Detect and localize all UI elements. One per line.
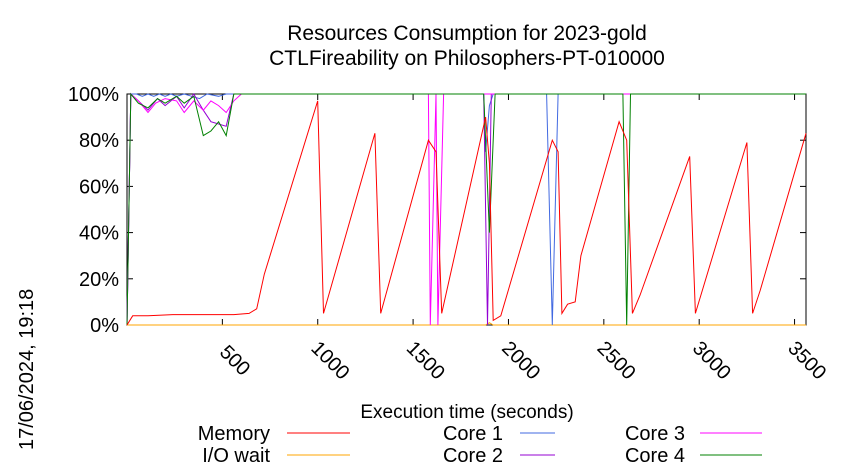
legend-label: Core 2 <box>443 445 503 467</box>
x-tick-label: 2000 <box>497 337 544 384</box>
x-tick-label: 3500 <box>783 337 830 384</box>
x-axis: 500 1000 1500 2000 2500 3000 3500 <box>215 94 830 384</box>
series-line-core-2 <box>126 92 806 326</box>
legend-label: I/O wait <box>202 445 270 467</box>
x-tick-label: 3000 <box>688 337 735 384</box>
series-line-i-o-wait <box>127 322 806 326</box>
legend-label: Core 3 <box>625 423 685 445</box>
legend-label: Core 1 <box>443 423 503 445</box>
chart-title: Resources Consumption for 2023-gold <box>287 22 647 45</box>
plot-area <box>126 93 807 326</box>
series-line-memory <box>126 100 807 326</box>
x-tick-label: 500 <box>215 341 254 380</box>
y-tick-label: 80% <box>79 130 119 152</box>
chart-subtitle: CTLFireability on Philosophers-PT-010000 <box>269 47 665 70</box>
series-line-core-1 <box>126 93 806 326</box>
y-tick-label: 60% <box>79 176 119 198</box>
y-tick-label: 40% <box>79 223 119 245</box>
x-axis-label: Execution time (seconds) <box>360 402 573 423</box>
legend-label: Memory <box>198 423 270 445</box>
legend-label: Core 4 <box>625 445 685 467</box>
timestamp: 17/06/2024, 19:18 <box>16 289 38 450</box>
series-line-core-4 <box>126 92 806 326</box>
y-tick-label: 100% <box>68 84 119 106</box>
x-tick-label: 2500 <box>593 337 640 384</box>
series-lines <box>126 92 807 326</box>
x-tick-label: 1000 <box>306 337 353 384</box>
y-tick-label: 0% <box>90 315 119 337</box>
y-tick-label: 20% <box>79 269 119 291</box>
x-tick-label: 1500 <box>402 337 449 384</box>
y-axis: 0% 20% 40% 60% 80% 100% <box>68 84 806 337</box>
series-line-core-3 <box>126 92 806 326</box>
